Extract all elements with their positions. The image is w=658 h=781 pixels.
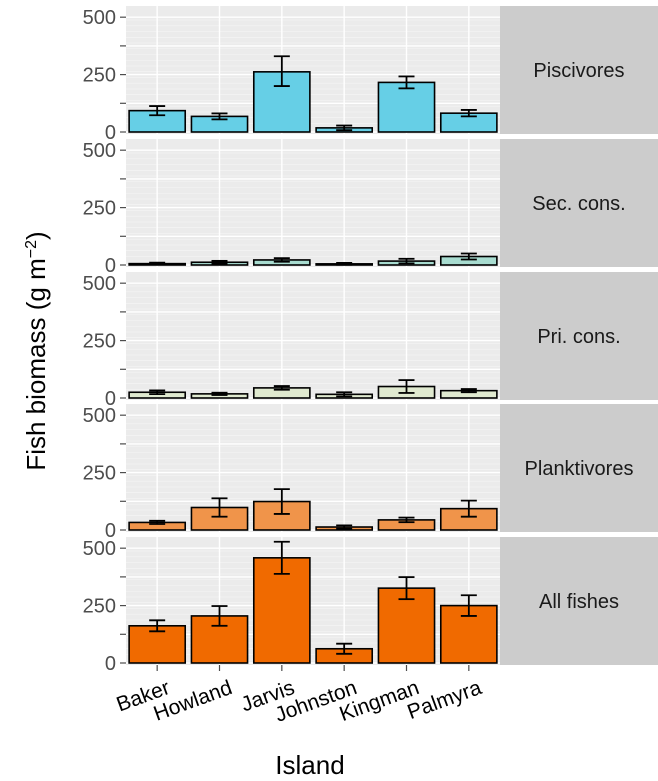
bar	[128, 624, 187, 664]
facet-panel: All fishes 0 250 500	[83, 537, 658, 675]
error-bar	[398, 257, 415, 265]
error-bar	[336, 391, 353, 398]
error-bar	[336, 642, 353, 655]
panel-background	[126, 139, 500, 267]
error-bar	[273, 257, 290, 263]
y-axis-title: Fish biomass (g m−2)	[21, 231, 51, 470]
bar	[377, 81, 436, 133]
error-bar	[149, 519, 166, 525]
error-bar	[460, 252, 477, 261]
error-bar	[273, 488, 290, 515]
error-bar	[273, 55, 290, 87]
facet-strip	[500, 272, 658, 400]
error-bar	[149, 261, 166, 266]
y-tick-label: 250	[83, 65, 116, 87]
x-axis-title: Island	[275, 750, 344, 780]
y-tick-label: 500	[83, 140, 116, 162]
error-bar	[460, 388, 477, 394]
error-bar	[211, 497, 228, 518]
y-tick-label: 250	[83, 331, 116, 353]
facet-panel: Sec. cons. 0 250 500	[83, 139, 658, 277]
error-bar	[211, 112, 228, 121]
error-bar	[273, 540, 290, 575]
panel-background	[126, 404, 500, 532]
y-tick-label: 0	[105, 255, 116, 277]
error-bar	[211, 259, 228, 265]
facet-panel: Planktivores 0 250 500	[83, 404, 658, 542]
y-tick-label: 250	[83, 198, 116, 220]
facet-strip	[500, 537, 658, 665]
error-bar	[149, 389, 166, 395]
bar	[252, 557, 311, 664]
y-tick-label: 250	[83, 596, 116, 618]
error-bar	[460, 109, 477, 118]
facet-strip	[500, 6, 658, 134]
facet-strip	[500, 404, 658, 532]
error-bar	[398, 75, 415, 90]
y-tick-label: 0	[105, 122, 116, 144]
facet-strip-label: All fishes	[539, 591, 619, 613]
y-tick-label: 500	[83, 405, 116, 427]
error-bar	[460, 499, 477, 518]
facet-strip-label: Sec. cons.	[532, 193, 625, 215]
facet-strip-label: Piscivores	[533, 60, 624, 82]
error-bar	[460, 594, 477, 617]
error-bar	[273, 385, 290, 391]
error-bar	[211, 605, 228, 627]
y-tick-label: 0	[105, 653, 116, 675]
error-bar	[149, 619, 166, 633]
facet-panel: Piscivores 0 250 500	[83, 6, 658, 144]
y-tick-label: 0	[105, 520, 116, 542]
error-bar	[336, 524, 353, 530]
facet-strip	[500, 139, 658, 267]
y-tick-label: 500	[83, 7, 116, 29]
y-tick-label: 250	[83, 463, 116, 485]
facet-strip-label: Pri. cons.	[537, 326, 620, 348]
facet-panel: Pri. cons. 0 250 500	[83, 272, 658, 410]
panel-background	[126, 272, 500, 400]
error-bar	[398, 379, 415, 394]
error-bar	[336, 124, 353, 132]
facet-strip-label: Planktivores	[525, 458, 634, 480]
error-bar	[211, 391, 228, 396]
y-tick-label: 500	[83, 538, 116, 560]
error-bar	[149, 105, 166, 117]
panel-background	[126, 537, 500, 665]
y-tick-label: 500	[83, 273, 116, 295]
bar	[377, 587, 436, 664]
error-bar	[398, 516, 415, 524]
error-bar	[398, 576, 415, 601]
y-tick-label: 0	[105, 388, 116, 410]
panel-background	[126, 6, 500, 134]
error-bar	[336, 262, 353, 266]
